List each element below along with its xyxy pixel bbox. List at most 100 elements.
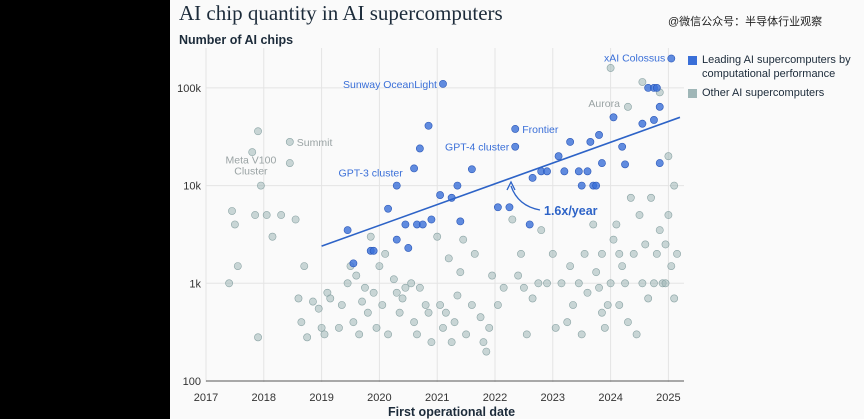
- leading-point: [410, 164, 418, 173]
- other-point: [410, 318, 418, 327]
- leading-point: [655, 102, 664, 111]
- leading-point: [493, 203, 502, 212]
- x-axis-title: First operational date: [388, 405, 516, 419]
- chart-panel: [170, 0, 864, 419]
- other-point: [427, 338, 436, 347]
- other-point: [251, 211, 260, 219]
- other-point: [508, 215, 517, 224]
- other-point: [520, 283, 528, 292]
- other-point: [670, 294, 679, 303]
- other-point: [297, 318, 306, 327]
- other-point: [285, 159, 294, 167]
- leading-point: [574, 167, 583, 176]
- other-point: [557, 279, 566, 288]
- other-point: [291, 215, 300, 224]
- other-point: [592, 268, 601, 277]
- other-point: [670, 181, 679, 190]
- other-point: [632, 330, 641, 339]
- other-point: [609, 235, 618, 244]
- other-point: [626, 193, 635, 202]
- leading-point: [415, 144, 424, 153]
- other-point: [366, 232, 375, 241]
- other-point: [482, 347, 491, 356]
- other-point: [392, 288, 401, 297]
- other-point: [612, 220, 621, 229]
- x-tick-label: 2024: [598, 392, 622, 404]
- trend-arrow: [510, 185, 541, 211]
- other-point: [369, 288, 378, 297]
- leading-point: [618, 142, 627, 151]
- leading-point: [543, 167, 551, 176]
- leading-point: [650, 116, 658, 124]
- legend-swatch-leading: [688, 56, 697, 65]
- other-point: [378, 301, 387, 309]
- other-point: [335, 323, 343, 332]
- trend-label: 1.6x/year: [544, 204, 598, 218]
- other-point: [485, 323, 494, 332]
- other-point: [615, 249, 624, 258]
- leading-point: [566, 138, 575, 146]
- leading-point: [453, 181, 462, 190]
- other-point: [352, 271, 361, 280]
- other-point: [664, 211, 673, 219]
- leading-point: [525, 220, 534, 229]
- other-point: [326, 294, 335, 303]
- leading-point: [554, 152, 563, 161]
- other-point: [459, 235, 468, 244]
- other-point: [303, 333, 312, 342]
- other-point: [618, 262, 627, 270]
- other-point: [277, 211, 286, 219]
- other-point: [262, 211, 271, 219]
- trend-line: [321, 116, 681, 247]
- y-tick-label: 100k: [177, 83, 201, 95]
- other-point: [254, 333, 262, 342]
- other-point: [479, 338, 488, 347]
- other-point: [441, 308, 450, 317]
- annotation-label: xAI Colossus: [604, 52, 665, 64]
- other-point: [551, 323, 560, 332]
- leading-point: [652, 84, 661, 92]
- other-point: [285, 138, 294, 146]
- other-point: [566, 262, 575, 270]
- leading-point: [511, 125, 520, 133]
- other-point: [476, 313, 485, 322]
- other-point: [433, 232, 442, 241]
- leading-point: [511, 142, 520, 151]
- other-point: [413, 330, 421, 339]
- other-point: [563, 318, 572, 327]
- other-point: [309, 297, 317, 306]
- leading-point: [343, 226, 352, 235]
- other-point: [254, 127, 262, 136]
- other-point: [453, 291, 462, 300]
- other-point: [372, 323, 381, 332]
- other-point: [456, 268, 465, 277]
- x-tick-label: 2019: [309, 392, 333, 404]
- other-point: [407, 279, 416, 288]
- other-point: [450, 318, 459, 327]
- y-axis-title: Number of AI chips: [179, 33, 294, 47]
- leading-point: [404, 244, 413, 252]
- other-point: [314, 304, 323, 313]
- x-tick-label: 2017: [194, 392, 218, 404]
- other-point: [439, 323, 447, 332]
- leading-point: [583, 167, 592, 176]
- other-point: [233, 262, 242, 270]
- leading-point: [598, 159, 606, 167]
- other-point: [499, 283, 508, 292]
- other-point: [384, 330, 392, 339]
- other-point: [580, 249, 589, 258]
- leading-point: [392, 235, 401, 244]
- leading-point: [621, 160, 629, 169]
- other-point: [230, 220, 239, 229]
- other-point: [650, 279, 658, 288]
- leading-point: [439, 79, 447, 88]
- leading-point: [401, 220, 410, 229]
- other-point: [638, 78, 647, 86]
- x-tick-label: 2020: [367, 392, 391, 404]
- leading-point: [667, 54, 676, 63]
- other-point: [664, 152, 673, 161]
- other-point: [375, 262, 384, 270]
- y-tick-label: 1k: [189, 278, 201, 290]
- watermark: @微信公众号：半导体行业观察: [668, 16, 823, 28]
